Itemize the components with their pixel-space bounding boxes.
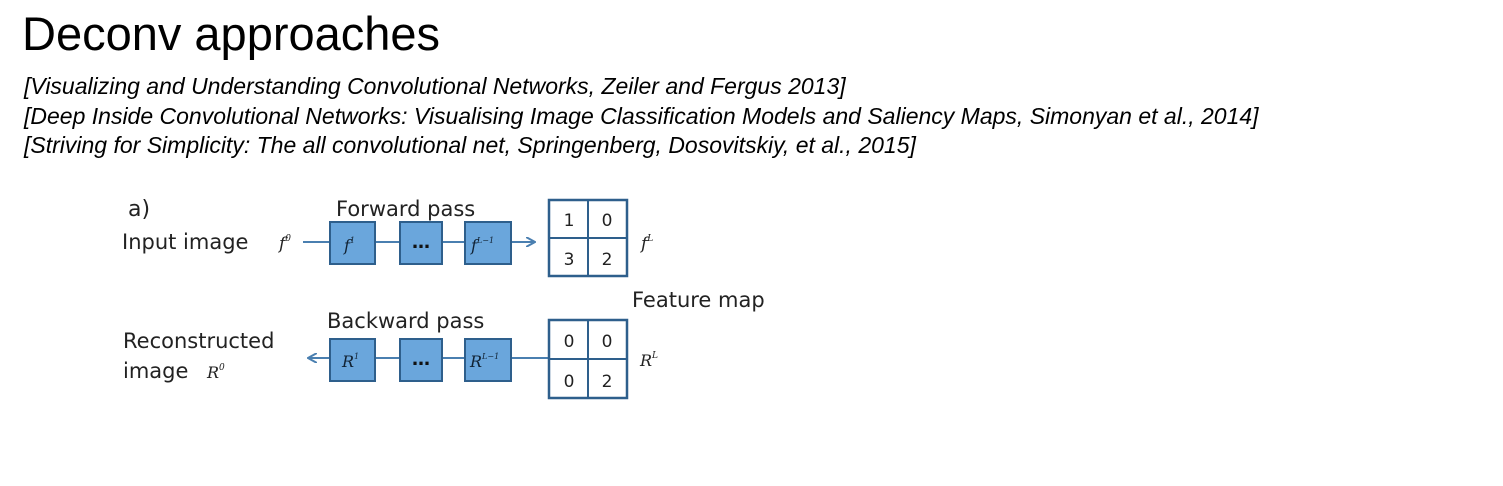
reference-item: [Deep Inside Convolutional Networks: Vis… bbox=[24, 102, 1259, 129]
backward-pass-heading: Backward pass bbox=[327, 309, 484, 333]
backward-feature-grid: 0 0 0 2 bbox=[547, 318, 629, 400]
page-title: Deconv approaches bbox=[22, 7, 441, 60]
forward-layer-first-label: f1 bbox=[343, 236, 355, 255]
forward-layer-first-box bbox=[329, 221, 376, 265]
backward-layer-last-label: RL−1 bbox=[469, 352, 499, 371]
forward-output-symbol: fL bbox=[639, 234, 653, 254]
backward-layer-first-label: R1 bbox=[341, 352, 359, 371]
reference-list: [Visualizing and Understanding Convoluti… bbox=[24, 72, 1259, 161]
backward-layer-ellipsis-box bbox=[399, 338, 443, 382]
panel-label: a) bbox=[128, 197, 150, 222]
backward-ellipsis: … bbox=[412, 349, 430, 370]
reference-item: [Striving for Simplicity: The all convol… bbox=[24, 132, 916, 158]
feature-map-label: Feature map bbox=[632, 288, 765, 312]
forward-feature-grid: 1 0 3 2 bbox=[547, 198, 629, 278]
grid-cell: 0 bbox=[564, 372, 575, 392]
grid-cell: 0 bbox=[602, 332, 613, 352]
forward-ellipsis: … bbox=[412, 232, 430, 253]
reconstructed-symbol: R0 bbox=[206, 363, 225, 382]
grid-cell: 2 bbox=[602, 250, 613, 270]
backward-layer-last-box bbox=[464, 338, 512, 382]
grid-cell: 1 bbox=[564, 211, 575, 231]
grid-cell: 3 bbox=[564, 250, 575, 270]
reference-item: [Visualizing and Understanding Convoluti… bbox=[24, 73, 846, 99]
backward-layer-first-box bbox=[329, 338, 376, 382]
forward-pass-heading: Forward pass bbox=[336, 197, 475, 221]
grid-cell: 2 bbox=[602, 372, 613, 392]
input-image-label: Input image bbox=[122, 230, 248, 254]
reconstructed-label-line1: Reconstructed bbox=[123, 329, 274, 353]
forward-layer-ellipsis-box bbox=[399, 221, 443, 265]
grid-cell: 0 bbox=[602, 211, 613, 231]
grid-cell: 0 bbox=[564, 332, 575, 352]
forward-layer-last-label: fL−1 bbox=[470, 236, 494, 255]
backward-input-symbol: RL bbox=[639, 351, 658, 370]
input-image-symbol: f0 bbox=[277, 234, 291, 254]
forward-layer-last-box bbox=[464, 221, 512, 265]
reconstructed-label-line2: image bbox=[123, 359, 188, 383]
